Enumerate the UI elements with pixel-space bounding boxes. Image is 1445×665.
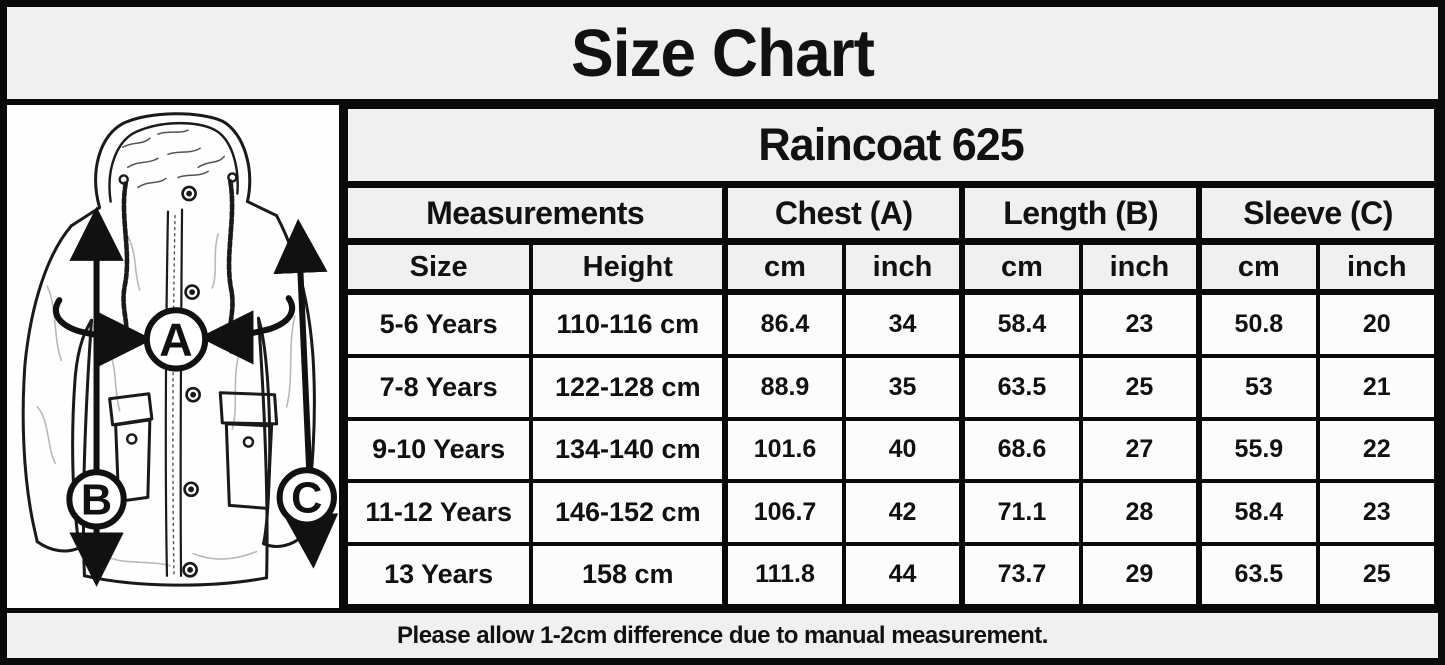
chest-arrow-right [199,295,296,365]
cell-size: 7-8 Years [343,354,534,421]
product-title-row: Raincoat 625 [344,105,1438,188]
col-group-chest: Chest (A) [722,182,965,245]
table-row: 11-12 Years 146-152 cm 106.7 42 71.1 28 … [343,479,1439,546]
page-title: Size Chart [571,15,875,91]
cell-height: 122-128 cm [529,354,728,421]
col-header-chest-cm: cm [722,239,846,295]
cell-length-inch: 28 [1078,479,1202,546]
cell-height: 134-140 cm [529,416,728,484]
cell-length-cm: 68.6 [959,416,1083,484]
chest-arrow-left [52,297,153,367]
cell-size: 11-12 Years [343,479,534,546]
cell-chest-cm: 106.7 [722,479,846,546]
cell-length-cm: 63.5 [959,354,1083,421]
col-header-size: Size [343,239,534,295]
col-header-length-cm: cm [959,239,1083,295]
cell-sleeve-inch: 22 [1315,416,1439,484]
cell-size: 13 Years [343,541,534,609]
cell-chest-inch: 42 [841,479,965,546]
sub-header-row: Size Height cm inch cm inch cm inch [343,239,1439,295]
col-group-length: Length (B) [959,182,1202,245]
cell-chest-cm: 86.4 [722,289,846,359]
cell-chest-inch: 34 [841,289,965,359]
table-row: 13 Years 158 cm 111.8 44 73.7 29 63.5 25 [343,541,1439,609]
product-title: Raincoat 625 [344,105,1438,188]
col-header-length-inch: inch [1078,239,1202,295]
title-banner: Size Chart [7,7,1438,105]
chest-label-circle [143,307,209,372]
cell-chest-inch: 44 [841,541,965,609]
cell-sleeve-cm: 50.8 [1196,289,1320,359]
col-header-sleeve-inch: inch [1315,239,1439,295]
content-area: A B C Raincoat 625 [7,105,1439,609]
cell-size: 5-6 Years [343,289,534,359]
cell-sleeve-cm: 63.5 [1196,541,1320,609]
table-row: 9-10 Years 134-140 cm 101.6 40 68.6 27 5… [343,416,1439,484]
cell-length-cm: 73.7 [959,541,1083,609]
cell-height: 158 cm [529,541,728,609]
cell-height: 146-152 cm [529,479,728,546]
col-header-chest-inch: inch [841,239,965,295]
cell-size: 9-10 Years [343,416,534,484]
cell-chest-inch: 40 [841,416,965,484]
hood-texture [121,129,226,189]
cell-sleeve-cm: 55.9 [1196,416,1320,484]
measurement-note: Please allow 1-2cm difference due to man… [397,621,1048,649]
cell-length-inch: 27 [1078,416,1202,484]
size-table-panel: Raincoat 625 Measurements Chest (A) Leng… [343,105,1439,609]
cell-sleeve-cm: 58.4 [1196,479,1320,546]
cell-chest-cm: 111.8 [722,541,846,609]
length-label: B [81,476,112,524]
cell-length-inch: 29 [1078,541,1202,609]
cell-length-cm: 58.4 [959,289,1083,359]
col-group-sleeve: Sleeve (C) [1196,182,1438,245]
cell-sleeve-inch: 20 [1315,289,1439,359]
buttons [181,185,201,578]
chest-label: A [159,313,192,365]
footer-note-bar: Please allow 1-2cm difference due to man… [7,608,1438,658]
col-header-sleeve-cm: cm [1196,239,1320,295]
cell-chest-inch: 35 [841,354,965,421]
drawstring-right [226,179,235,343]
cell-sleeve-inch: 23 [1315,479,1439,546]
sleeve-label: C [291,474,322,522]
drawstring-left [121,181,130,339]
group-header-row: Measurements Chest (A) Length (B) Sleeve… [343,182,1438,245]
cell-length-cm: 71.1 [959,479,1083,546]
table-row: 5-6 Years 110-116 cm 86.4 34 58.4 23 50.… [343,289,1439,359]
size-table: Raincoat 625 Measurements Chest (A) Leng… [343,105,1439,609]
raincoat-illustration: A B C [21,112,339,587]
cell-chest-cm: 88.9 [722,354,846,421]
col-header-height: Height [529,239,728,295]
hood-outline [94,112,252,210]
cell-sleeve-inch: 21 [1315,354,1439,421]
cell-height: 110-116 cm [529,289,728,359]
cell-length-inch: 25 [1078,354,1202,421]
jacket-diagram-panel: A B C [7,105,344,608]
cell-chest-cm: 101.6 [722,416,846,484]
col-group-measurements: Measurements [343,182,728,245]
sleeve-label-circle [276,467,337,528]
cell-sleeve-inch: 25 [1315,541,1439,609]
table-row: 7-8 Years 122-128 cm 88.9 35 63.5 25 53 … [343,354,1439,421]
measurement-labels: A B C [66,307,337,530]
length-label-circle [66,469,127,530]
cell-length-inch: 23 [1078,289,1202,359]
cell-sleeve-cm: 53 [1196,354,1320,421]
